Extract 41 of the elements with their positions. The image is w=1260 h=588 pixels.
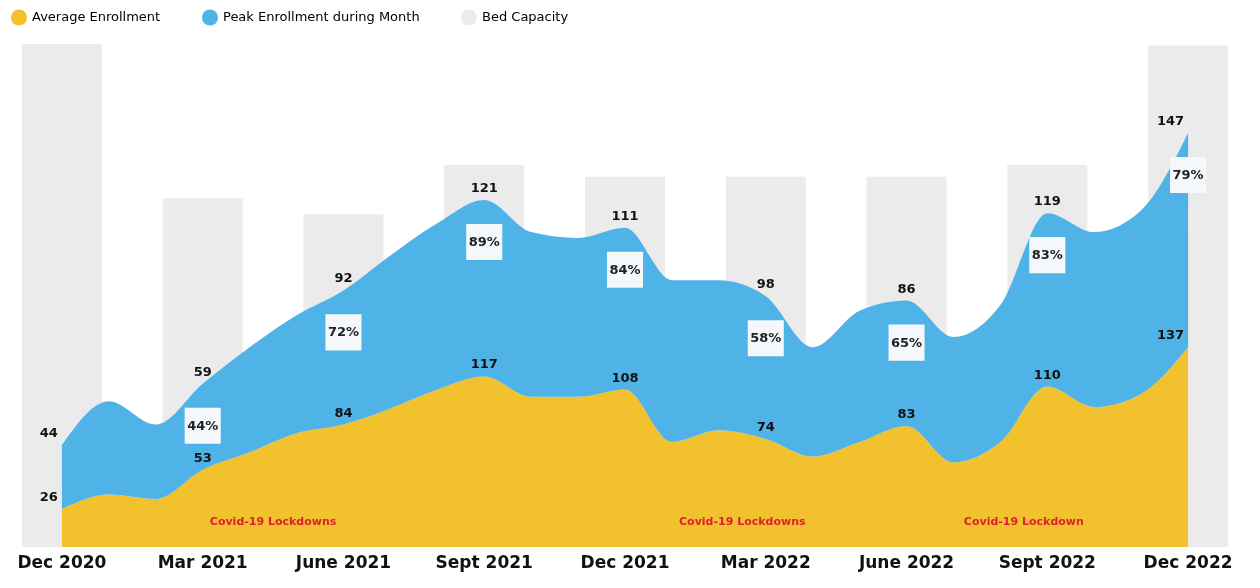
x-tick-label: Dec 2020 (17, 552, 107, 572)
x-tick-label: June 2022 (857, 552, 955, 572)
data-label: 26 (39, 489, 58, 505)
data-label: 108 (611, 369, 639, 385)
legend-label: Average Enrollment (32, 9, 161, 25)
data-label: 119 (1033, 193, 1061, 209)
data-label: 53 (193, 449, 212, 465)
annotation: 72% (327, 324, 360, 340)
annotation: 44% (187, 417, 219, 433)
data-label: 121 (470, 180, 498, 195)
annotation: 84% (609, 261, 641, 277)
x-tick-label: Sept 2021 (435, 552, 533, 572)
data-label: 137 (1156, 327, 1185, 343)
data-label: 117 (470, 356, 498, 372)
annotation: 89% (468, 234, 500, 249)
annotation: 65% (890, 334, 923, 350)
x-tick-label: Mar 2022 (720, 552, 811, 572)
data-label: 74 (756, 419, 775, 435)
data-label: 92 (334, 270, 353, 286)
legend-label: Bed Capacity (482, 9, 569, 25)
annotation: Covid-19 Lockdown (963, 514, 1084, 528)
data-label: 111 (611, 207, 639, 223)
data-label: 59 (193, 363, 212, 379)
data-label: 83 (897, 405, 916, 421)
x-tick-label: Mar 2021 (157, 552, 248, 572)
annotation: 58% (750, 330, 782, 346)
x-tick-label: Dec 2021 (580, 552, 670, 572)
annotation: Covid-19 Lockdowns (209, 514, 337, 528)
x-tick-label: June 2021 (294, 552, 392, 572)
data-label: 110 (1033, 366, 1061, 382)
data-label: 44 (39, 424, 58, 440)
data-label: 86 (897, 280, 916, 296)
data-label: 84 (334, 404, 353, 420)
annotation: 79% (1172, 166, 1204, 182)
data-label: 98 (756, 276, 775, 292)
x-tick-label: Dec 2022 (1143, 552, 1233, 572)
x-tick-label: Sept 2022 (998, 552, 1096, 572)
annotation: Covid-19 Lockdowns (679, 514, 807, 528)
data-label: 147 (1156, 112, 1185, 128)
legend-label: Peak Enrollment during Month (223, 9, 420, 25)
annotation: 83% (1031, 247, 1063, 263)
